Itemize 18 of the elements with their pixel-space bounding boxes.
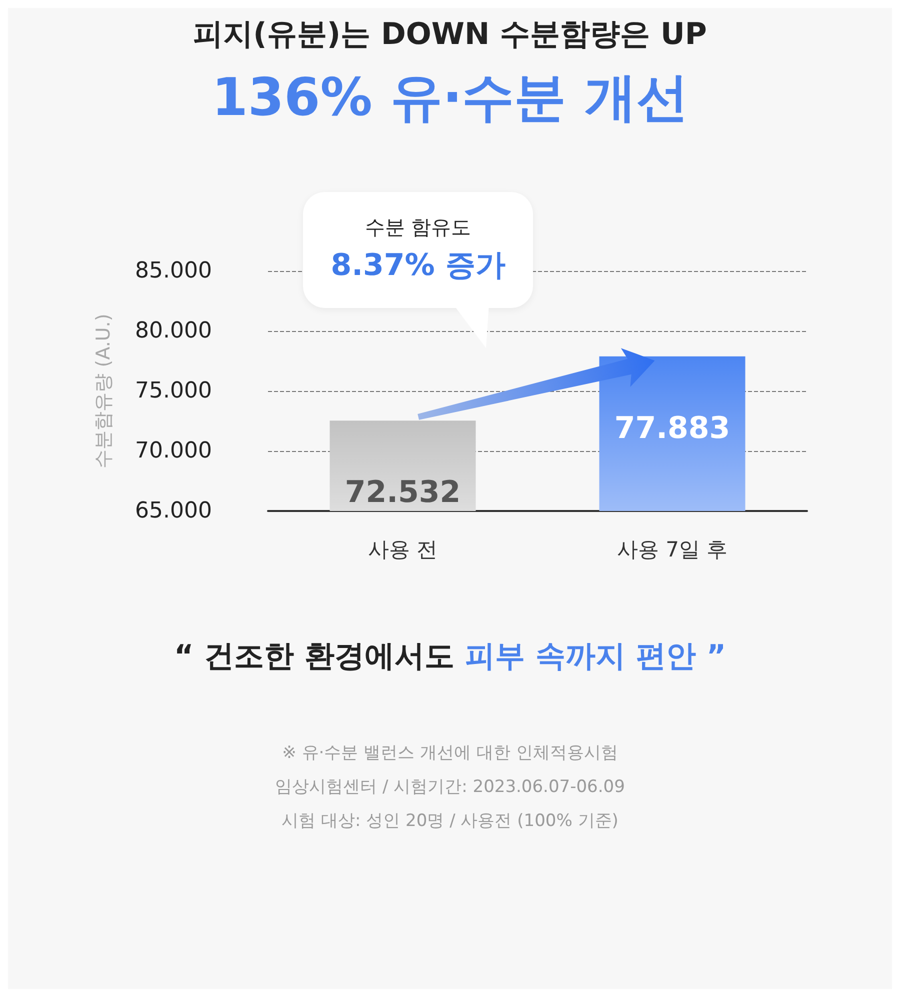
text: 피부 속까지 편안 ” xyxy=(465,639,726,674)
y-tick-label: 75.000 xyxy=(135,378,212,404)
data-label: 77.883 xyxy=(614,410,730,446)
text: “ 건조한 환경에서도 xyxy=(174,639,455,674)
x-tick-label: 사용 전 xyxy=(368,538,438,562)
y-tick-label: 85.000 xyxy=(135,258,212,284)
y-tick-label: 80.000 xyxy=(135,318,212,344)
chart-title: 피지(유분)는 DOWN 수분함량은 UP xyxy=(192,16,708,54)
data-label: 72.532 xyxy=(344,475,461,510)
y-tick-label: 65.000 xyxy=(135,498,212,524)
text: 임상시험센터 / 시험기간: 2023.06.07-06.09 xyxy=(274,776,626,799)
text: ※ 유·수분 밸런스 개선에 대한 인체적용시험 xyxy=(281,742,619,765)
y-tick-label: 70.000 xyxy=(135,438,212,464)
chart-subtitle: 136% 유·수분 개선 xyxy=(210,67,690,130)
y-axis-title: 수분함유량 (A.U.) xyxy=(92,314,114,468)
annotation: 8.37% 증가 xyxy=(330,247,506,285)
x-tick-label: 사용 7일 후 xyxy=(616,538,728,562)
text: 시험 대상: 성인 20명 / 사용전 (100% 기준) xyxy=(280,810,620,833)
